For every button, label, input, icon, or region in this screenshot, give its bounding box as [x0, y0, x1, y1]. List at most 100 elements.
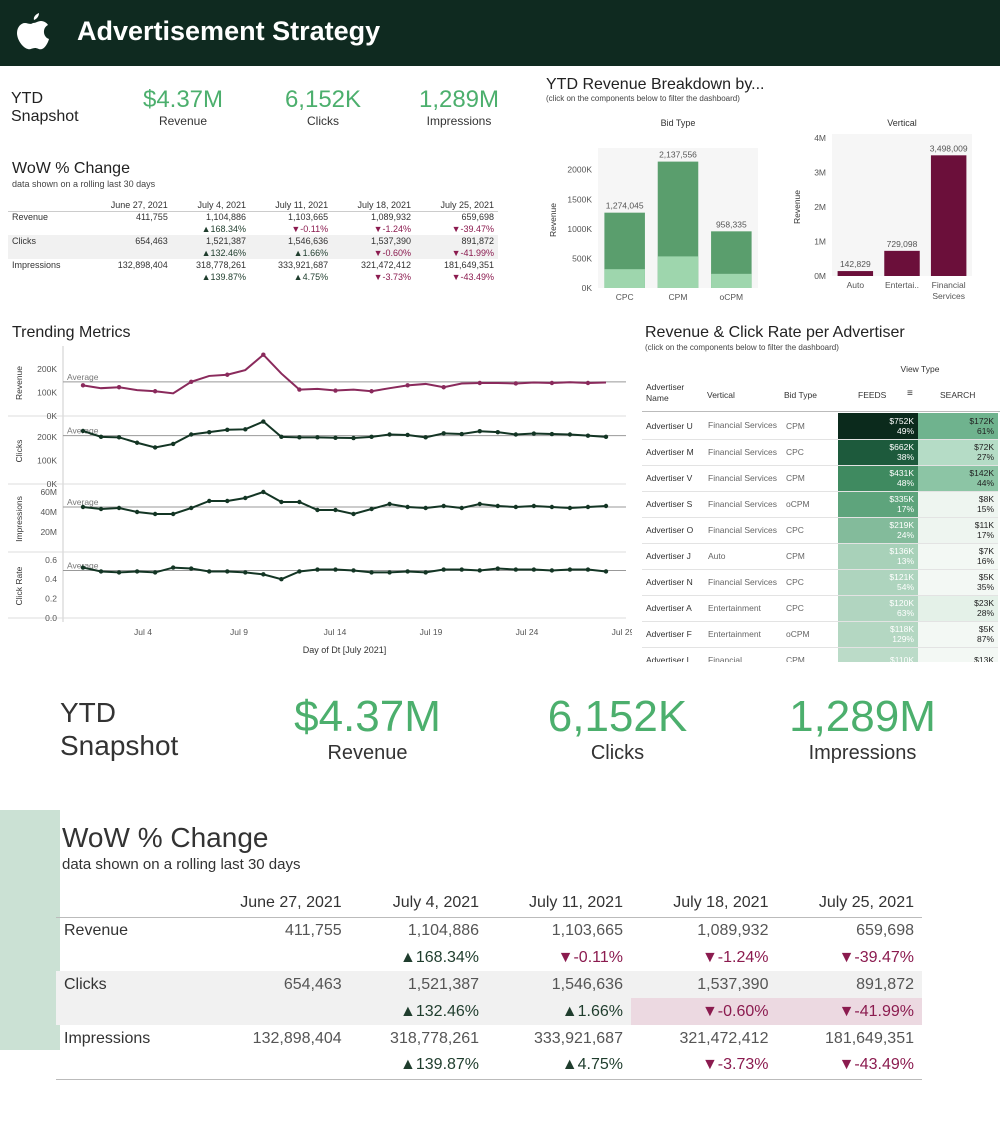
- data-point[interactable]: [585, 567, 591, 572]
- kpi-clicks-large[interactable]: 6,152K Clicks: [547, 692, 688, 764]
- data-point[interactable]: [152, 445, 158, 450]
- data-point[interactable]: [369, 506, 374, 512]
- search-cell[interactable]: $13K: [918, 647, 998, 662]
- bar[interactable]: [884, 250, 920, 276]
- vertical-chart[interactable]: Vertical Revenue 0M 1M 2M 3M 4M 142,829 Auto 729,…: [790, 112, 990, 312]
- data-point[interactable]: [441, 503, 446, 509]
- data-point[interactable]: [170, 565, 176, 570]
- advertiser-name[interactable]: Advertiser S: [642, 491, 704, 518]
- data-point[interactable]: [423, 505, 428, 511]
- data-point[interactable]: [207, 498, 212, 504]
- data-point[interactable]: [279, 577, 284, 582]
- data-point[interactable]: [549, 568, 555, 573]
- data-point[interactable]: [315, 567, 320, 572]
- data-point[interactable]: [585, 380, 591, 386]
- data-point[interactable]: [261, 489, 266, 495]
- advertiser-name[interactable]: Advertiser V: [642, 465, 704, 492]
- bar[interactable]: [930, 155, 967, 276]
- series-line[interactable]: [82, 490, 607, 516]
- advertiser-row[interactable]: Advertiser U Financial Services CPM $752K 49…: [642, 413, 998, 440]
- data-point[interactable]: [405, 432, 410, 438]
- kpi-clicks[interactable]: 6,152K Clicks: [284, 86, 362, 128]
- data-point[interactable]: [513, 504, 519, 510]
- data-point[interactable]: [531, 567, 537, 572]
- data-point[interactable]: [585, 433, 591, 438]
- data-point[interactable]: [80, 428, 86, 434]
- data-point[interactable]: [495, 566, 500, 571]
- search-cell[interactable]: $142K 44%: [918, 465, 998, 492]
- search-cell[interactable]: $11K 17%: [918, 517, 998, 544]
- data-point[interactable]: [116, 435, 122, 440]
- kpi-impressions[interactable]: 1,289M Impressions: [418, 86, 500, 128]
- data-point[interactable]: [333, 507, 338, 513]
- data-point[interactable]: [477, 429, 482, 434]
- series-line[interactable]: [82, 566, 607, 581]
- data-point[interactable]: [495, 503, 500, 509]
- data-point[interactable]: [207, 429, 212, 435]
- data-point[interactable]: [225, 427, 230, 432]
- data-point[interactable]: [531, 431, 537, 436]
- feeds-cell[interactable]: $121K 54%: [838, 569, 918, 596]
- feeds-cell[interactable]: $136K 13%: [838, 543, 918, 570]
- data-point[interactable]: [351, 435, 356, 441]
- data-point[interactable]: [441, 567, 446, 572]
- search-cell[interactable]: $172K 61%: [918, 413, 998, 440]
- data-point[interactable]: [243, 427, 248, 432]
- data-point[interactable]: [549, 380, 555, 386]
- data-point[interactable]: [423, 435, 428, 440]
- data-point[interactable]: [134, 440, 140, 445]
- data-point[interactable]: [369, 434, 374, 440]
- data-point[interactable]: [369, 570, 374, 575]
- data-point[interactable]: [134, 569, 140, 574]
- data-point[interactable]: [189, 379, 194, 385]
- search-cell[interactable]: $72K 27%: [918, 439, 998, 466]
- advertiser-row[interactable]: Advertiser M Financial Services CPC $662K 38…: [642, 439, 998, 466]
- data-point[interactable]: [261, 572, 266, 577]
- data-point[interactable]: [459, 505, 464, 511]
- data-point[interactable]: [477, 380, 482, 386]
- advertiser-name[interactable]: Advertiser O: [642, 517, 704, 544]
- search-cell[interactable]: $5K 35%: [918, 569, 998, 596]
- data-point[interactable]: [513, 432, 519, 437]
- data-point[interactable]: [297, 569, 302, 574]
- advertiser-row[interactable]: Advertiser N Financial Services CPC $121K 54…: [642, 569, 998, 596]
- bar-segment[interactable]: [657, 256, 699, 288]
- search-cell[interactable]: $5K 87%: [918, 621, 998, 648]
- bar[interactable]: [837, 271, 874, 276]
- data-point[interactable]: [459, 567, 464, 572]
- advertiser-name[interactable]: Advertiser J: [642, 543, 704, 570]
- data-point[interactable]: [225, 498, 230, 504]
- feeds-cell[interactable]: $335K 17%: [838, 491, 918, 518]
- data-point[interactable]: [441, 431, 446, 436]
- data-point[interactable]: [225, 372, 230, 377]
- feeds-cell[interactable]: $662K 38%: [838, 439, 918, 466]
- kpi-revenue[interactable]: $4.37M Revenue: [142, 86, 224, 128]
- data-point[interactable]: [477, 568, 482, 573]
- advertiser-row[interactable]: Advertiser A Entertainment CPC $120K 63% $23K…: [642, 595, 998, 622]
- advertiser-row[interactable]: Advertiser V Financial Services CPM $431K 48…: [642, 465, 998, 492]
- data-point[interactable]: [549, 431, 555, 437]
- data-point[interactable]: [315, 435, 320, 440]
- data-point[interactable]: [369, 389, 374, 394]
- data-point[interactable]: [98, 434, 104, 440]
- data-point[interactable]: [116, 385, 122, 390]
- data-point[interactable]: [603, 503, 609, 509]
- data-point[interactable]: [116, 505, 122, 511]
- data-point[interactable]: [333, 567, 338, 572]
- series-line[interactable]: [82, 420, 607, 449]
- data-point[interactable]: [423, 570, 428, 575]
- bid-type-chart[interactable]: Bid Type Revenue 0K 500K 1000K 1500K 2000K 1,27…: [546, 112, 766, 312]
- data-point[interactable]: [315, 507, 320, 513]
- data-point[interactable]: [134, 509, 140, 515]
- data-point[interactable]: [80, 504, 86, 510]
- advertiser-name[interactable]: Advertiser F: [642, 621, 704, 648]
- data-point[interactable]: [603, 434, 609, 440]
- data-point[interactable]: [261, 419, 266, 424]
- data-point[interactable]: [279, 499, 284, 505]
- data-point[interactable]: [351, 511, 356, 517]
- advertiser-row[interactable]: Advertiser S Financial Services oCPM $335K 1…: [642, 491, 998, 518]
- feeds-cell[interactable]: $431K 48%: [838, 465, 918, 492]
- data-point[interactable]: [459, 431, 464, 437]
- search-cell[interactable]: $7K 16%: [918, 543, 998, 570]
- data-point[interactable]: [513, 381, 519, 386]
